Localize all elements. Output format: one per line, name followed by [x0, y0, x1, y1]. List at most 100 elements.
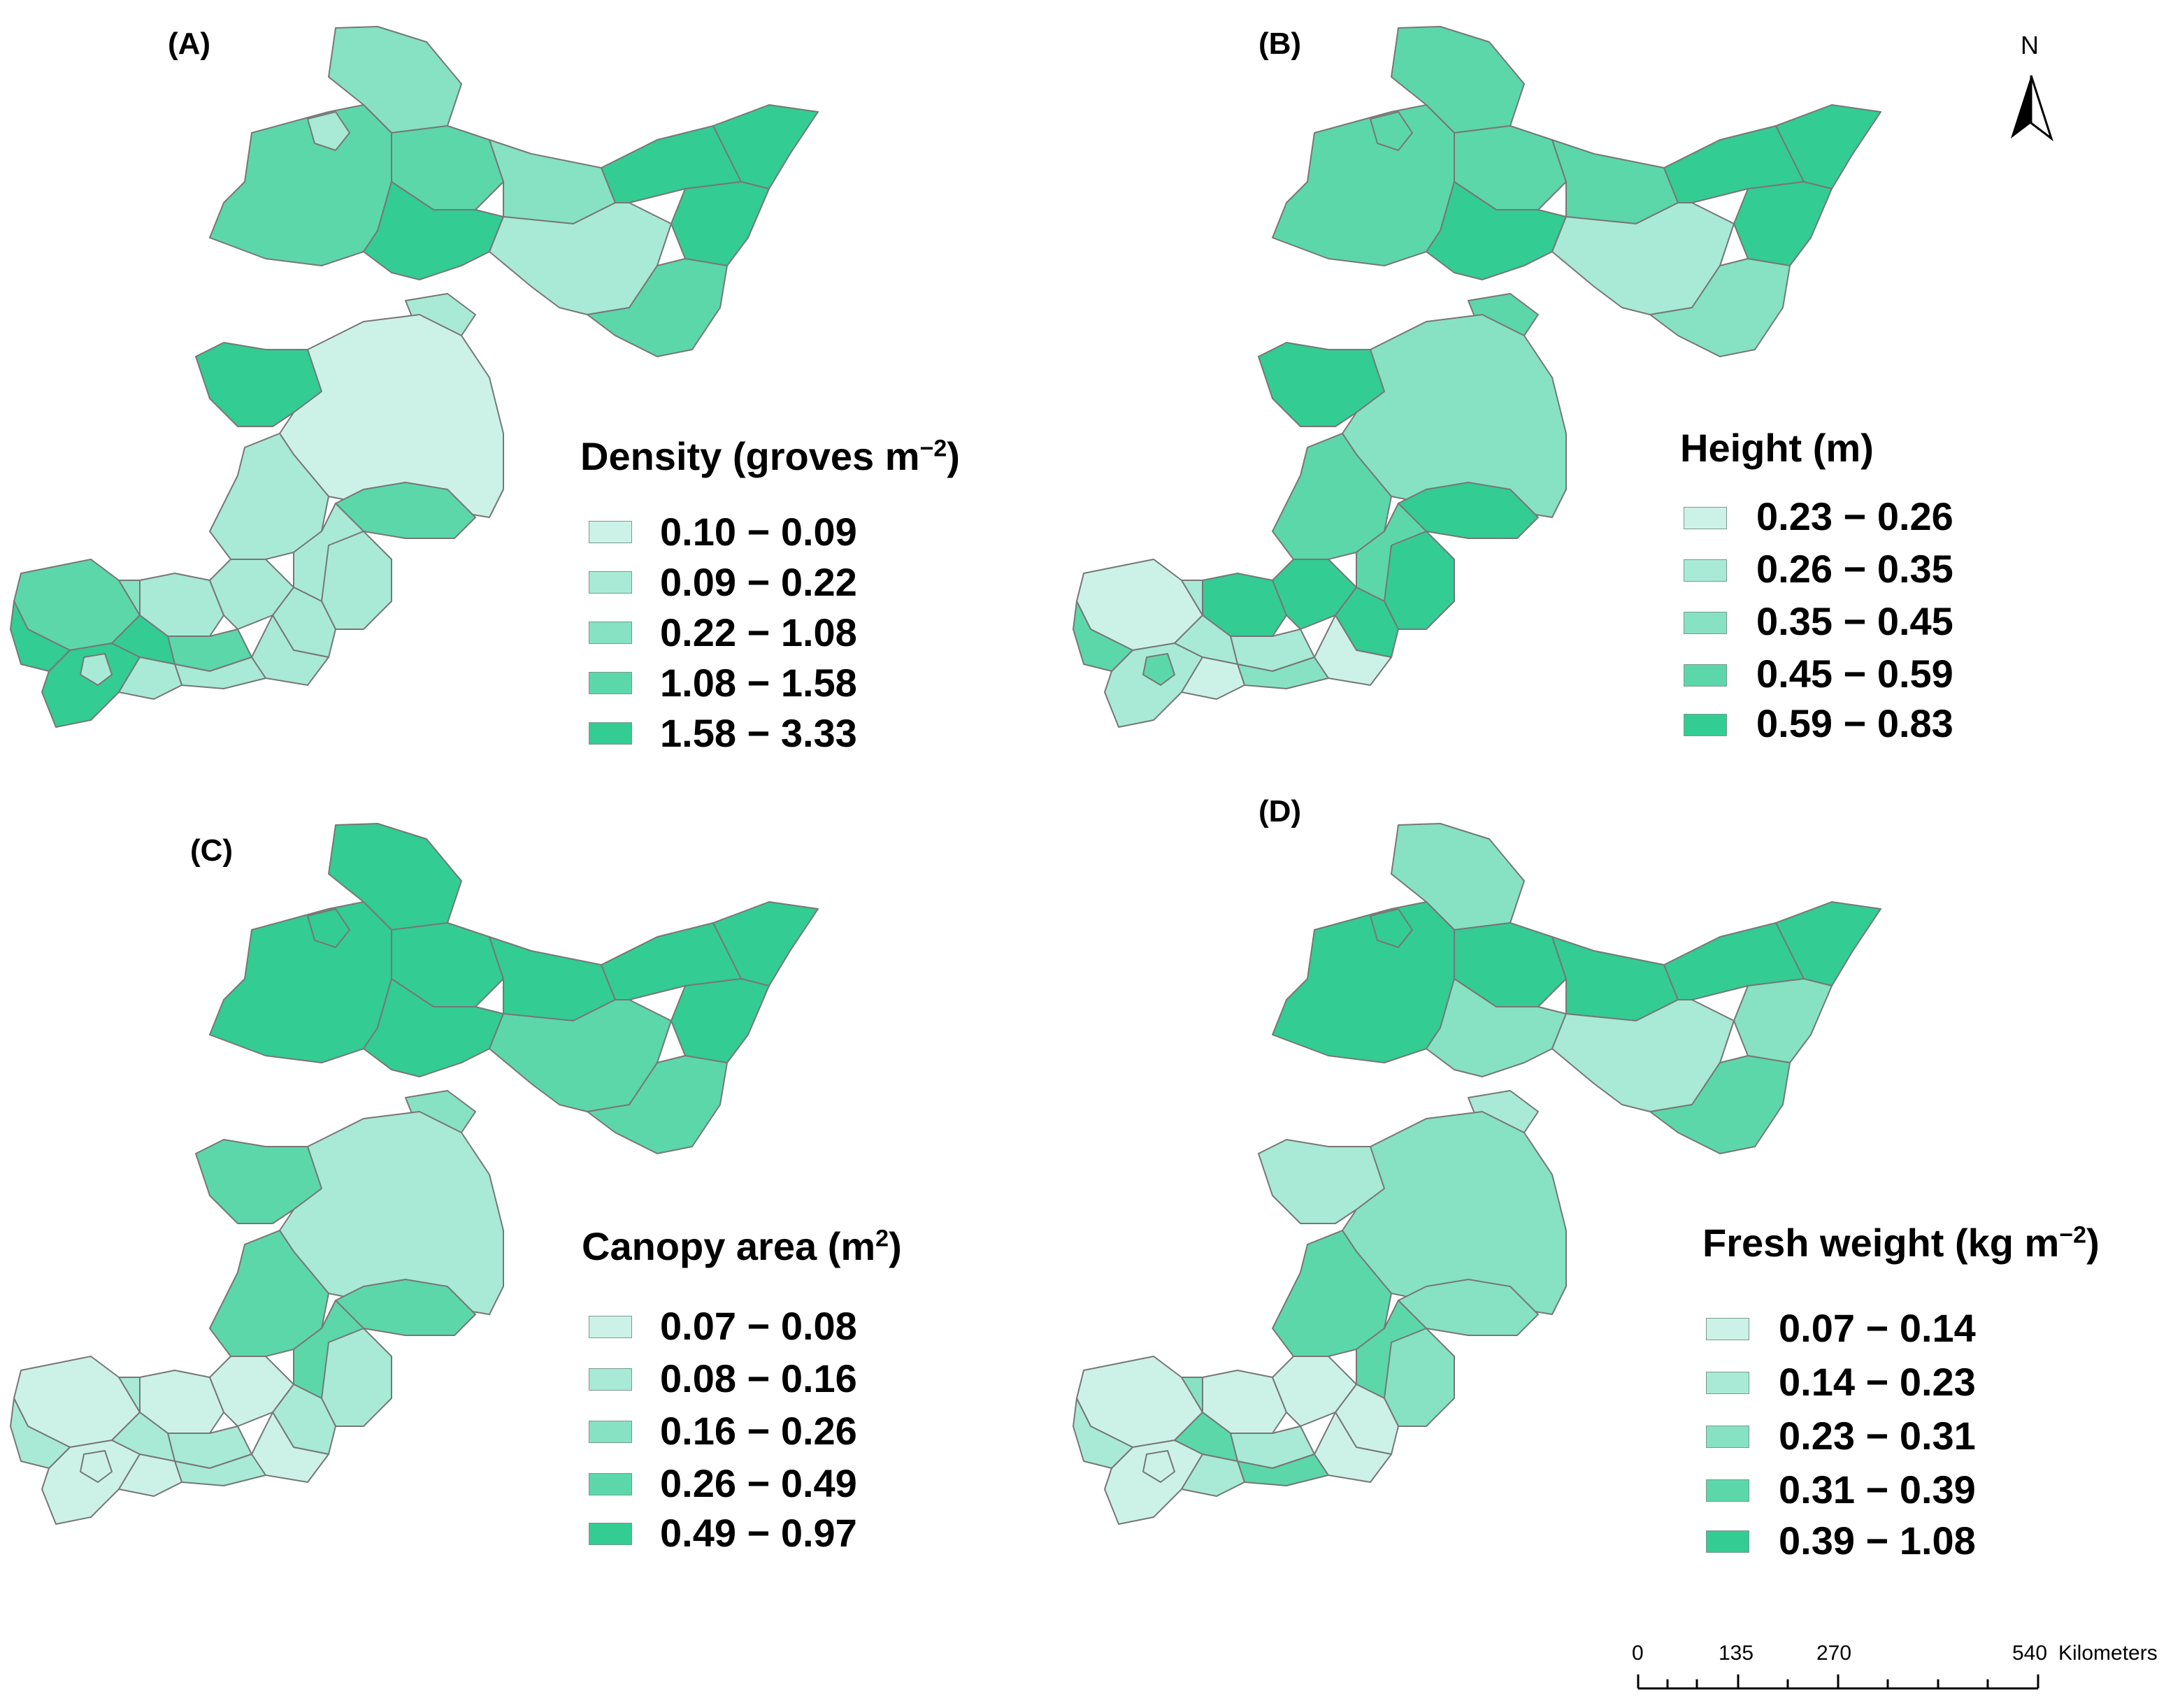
region-c-1	[209, 901, 392, 1063]
panel-label-d: (D)	[1258, 794, 1302, 828]
legend-title-d: Fresh weight (kg m−2)	[1702, 1221, 2100, 1265]
region-c-4	[489, 936, 616, 1021]
region-a-2	[307, 111, 350, 151]
legend-label-c-4: 0.26 − 0.49	[660, 1461, 857, 1505]
region-c-2	[307, 908, 350, 948]
legend-swatch-b-5	[1684, 714, 1727, 736]
legend-label-b-5: 0.59 − 0.83	[1756, 701, 1953, 745]
scale-label-540: 540	[2012, 1642, 2048, 1665]
region-a-14	[335, 482, 476, 539]
legend-label-a-5: 1.58 − 3.33	[660, 711, 857, 755]
region-d-2	[1370, 908, 1413, 948]
region-b-17	[1384, 531, 1455, 630]
region-c-7	[671, 978, 770, 1063]
region-a-29	[118, 580, 141, 616]
region-d-29	[1181, 1377, 1203, 1413]
region-b-9	[1551, 202, 1735, 315]
region-d-30	[1314, 1412, 1392, 1483]
region-b-24	[1073, 601, 1133, 672]
region-d-17	[1384, 1328, 1455, 1427]
legend-swatch-b-1	[1684, 507, 1727, 529]
region-d-1	[1272, 901, 1455, 1063]
region-a-24	[10, 601, 71, 672]
region-d-10	[1649, 1055, 1791, 1154]
scale-bar	[1637, 1674, 2039, 1690]
panel-label-b: (B)	[1258, 27, 1302, 61]
region-c-17	[321, 1328, 392, 1427]
legend-label-c-2: 0.08 − 0.16	[660, 1356, 857, 1400]
legend-swatch-a-1	[589, 521, 632, 543]
region-d-27	[1181, 1454, 1245, 1497]
legend-label-d-2: 0.14 − 0.23	[1779, 1360, 1976, 1404]
legend-label-d-4: 0.31 − 0.39	[1779, 1467, 1976, 1512]
legend-swatch-d-1	[1706, 1318, 1749, 1340]
map-panel-c	[10, 823, 819, 1525]
region-b-28	[1142, 653, 1175, 686]
scale-label-270: 270	[1816, 1642, 1852, 1665]
region-c-9	[489, 999, 672, 1112]
legend-label-d-1: 0.07 − 0.14	[1779, 1306, 1976, 1350]
legend-swatch-b-3	[1684, 612, 1727, 634]
region-c-27	[118, 1454, 182, 1497]
region-a-10	[587, 258, 728, 357]
legend-swatch-c-5	[589, 1523, 632, 1545]
region-b-2	[1370, 111, 1413, 151]
region-a-9	[489, 202, 672, 315]
region-b-14	[1398, 482, 1539, 539]
legend-swatch-c-3	[589, 1421, 632, 1443]
region-b-30	[1314, 615, 1392, 686]
region-c-14	[335, 1279, 476, 1336]
region-a-4	[489, 139, 616, 224]
region-b-1	[1272, 104, 1455, 266]
map-panel-d	[1073, 823, 1881, 1525]
legend-label-d-5: 0.39 − 1.08	[1779, 1519, 1976, 1563]
region-d-14	[1398, 1279, 1539, 1336]
legend-label-b-4: 0.45 − 0.59	[1756, 652, 1953, 696]
region-d-15	[1272, 1230, 1392, 1357]
legend-label-d-3: 0.23 − 0.31	[1779, 1414, 1976, 1458]
legend-swatch-d-4	[1706, 1479, 1749, 1502]
region-a-28	[80, 653, 113, 686]
scale-label-0: 0	[1632, 1642, 1644, 1665]
region-a-27	[118, 656, 182, 700]
region-c-29	[118, 1377, 141, 1413]
legend-label-a-2: 0.09 − 0.22	[660, 560, 857, 604]
legend-swatch-c-4	[589, 1473, 632, 1495]
legend-swatch-a-3	[589, 622, 632, 644]
region-a-17	[321, 531, 392, 630]
region-a-25	[111, 615, 175, 665]
north-label: N	[2021, 31, 2039, 59]
region-c-25	[111, 1412, 175, 1462]
legend-swatch-b-4	[1684, 664, 1727, 687]
region-d-9	[1551, 999, 1735, 1112]
scale-unit: Kilometers	[2058, 1642, 2158, 1665]
region-b-25	[1174, 615, 1238, 665]
legend-label-a-1: 0.10 − 0.09	[660, 510, 857, 554]
region-b-29	[1181, 580, 1203, 616]
region-a-7	[671, 181, 770, 266]
panel-label-a: (A)	[168, 27, 211, 61]
region-c-24	[10, 1398, 71, 1469]
scale-label-135: 135	[1719, 1642, 1754, 1665]
region-a-1	[209, 104, 392, 266]
legend-title-b: Height (m)	[1680, 426, 1874, 470]
region-b-15	[1272, 433, 1392, 560]
map-panel-a	[10, 26, 819, 728]
legend-swatch-a-4	[589, 672, 632, 694]
legend-swatch-a-5	[589, 722, 632, 745]
legend-label-c-1: 0.07 − 0.08	[660, 1304, 857, 1348]
legend-label-b-1: 0.23 − 0.26	[1756, 494, 1953, 538]
region-b-10	[1649, 258, 1791, 357]
region-a-20	[209, 559, 294, 630]
region-b-20	[1272, 559, 1357, 630]
region-d-4	[1551, 936, 1679, 1021]
region-a-15	[209, 433, 329, 560]
region-c-15	[209, 1230, 329, 1357]
legend-label-b-3: 0.35 − 0.45	[1756, 599, 1953, 643]
legend-swatch-c-1	[589, 1316, 632, 1338]
region-d-28	[1142, 1450, 1175, 1483]
legend-label-c-5: 0.49 − 0.97	[660, 1511, 857, 1555]
region-b-7	[1733, 181, 1833, 266]
region-b-27	[1181, 656, 1245, 700]
